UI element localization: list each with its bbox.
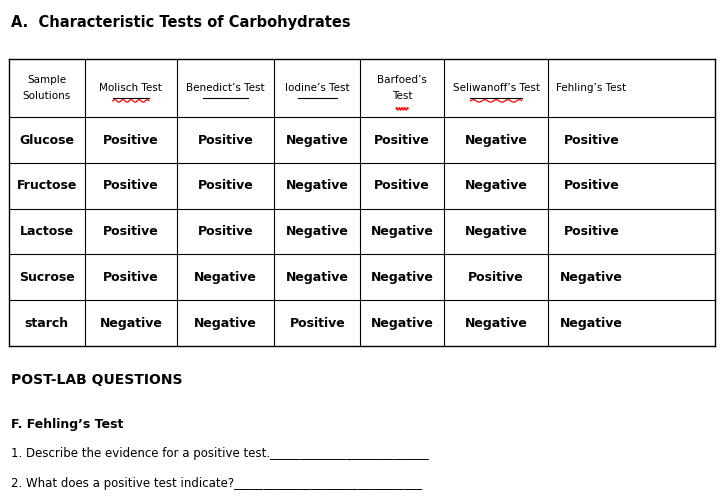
Text: Negative: Negative bbox=[194, 271, 257, 284]
Text: Negative: Negative bbox=[371, 317, 433, 330]
Text: Molisch Test: Molisch Test bbox=[99, 83, 162, 93]
Text: Positive: Positive bbox=[374, 134, 430, 147]
Text: 2. What does a positive test indicate?________________________________: 2. What does a positive test indicate?__… bbox=[11, 477, 422, 490]
Text: starch: starch bbox=[24, 317, 69, 330]
Text: Positive: Positive bbox=[197, 225, 253, 238]
Text: Negative: Negative bbox=[464, 225, 528, 238]
Text: Fehling’s Test: Fehling’s Test bbox=[557, 83, 626, 93]
Text: Negative: Negative bbox=[286, 271, 348, 284]
Text: Positive: Positive bbox=[374, 179, 430, 192]
Text: Positive: Positive bbox=[103, 271, 158, 284]
Text: Negative: Negative bbox=[99, 317, 162, 330]
Text: Negative: Negative bbox=[371, 271, 433, 284]
Text: Negative: Negative bbox=[560, 317, 623, 330]
Text: Negative: Negative bbox=[371, 225, 433, 238]
Text: Negative: Negative bbox=[464, 317, 528, 330]
Text: Negative: Negative bbox=[464, 134, 528, 147]
Text: Negative: Negative bbox=[286, 179, 348, 192]
Text: Benedict’s Test: Benedict’s Test bbox=[186, 83, 265, 93]
Text: Positive: Positive bbox=[197, 134, 253, 147]
Text: Fructose: Fructose bbox=[17, 179, 77, 192]
Text: Seliwanoff’s Test: Seliwanoff’s Test bbox=[452, 83, 539, 93]
Text: Positive: Positive bbox=[564, 134, 619, 147]
Text: Sample: Sample bbox=[27, 75, 66, 85]
Text: Lactose: Lactose bbox=[19, 225, 74, 238]
Text: Iodine’s Test: Iodine’s Test bbox=[285, 83, 350, 93]
Text: Sucrose: Sucrose bbox=[19, 271, 75, 284]
Text: Positive: Positive bbox=[103, 134, 158, 147]
Text: Positive: Positive bbox=[564, 179, 619, 192]
Text: Positive: Positive bbox=[468, 271, 524, 284]
Text: Solutions: Solutions bbox=[22, 91, 71, 101]
Text: Negative: Negative bbox=[286, 225, 348, 238]
Text: Positive: Positive bbox=[103, 225, 158, 238]
Text: F. Fehling’s Test: F. Fehling’s Test bbox=[11, 418, 123, 431]
Text: 1. Describe the evidence for a positive test.___________________________: 1. Describe the evidence for a positive … bbox=[11, 447, 428, 460]
Text: A.  Characteristic Tests of Carbohydrates: A. Characteristic Tests of Carbohydrates bbox=[11, 15, 351, 30]
Text: Positive: Positive bbox=[564, 225, 619, 238]
Text: Negative: Negative bbox=[286, 134, 348, 147]
Text: Barfoed’s: Barfoed’s bbox=[377, 75, 427, 85]
Text: Negative: Negative bbox=[560, 271, 623, 284]
Text: POST-LAB QUESTIONS: POST-LAB QUESTIONS bbox=[11, 373, 182, 387]
Text: Positive: Positive bbox=[197, 179, 253, 192]
Text: Positive: Positive bbox=[103, 179, 158, 192]
Text: Negative: Negative bbox=[464, 179, 528, 192]
Text: Positive: Positive bbox=[289, 317, 345, 330]
Text: Test: Test bbox=[392, 91, 413, 101]
Text: Negative: Negative bbox=[194, 317, 257, 330]
Text: Glucose: Glucose bbox=[19, 134, 74, 147]
